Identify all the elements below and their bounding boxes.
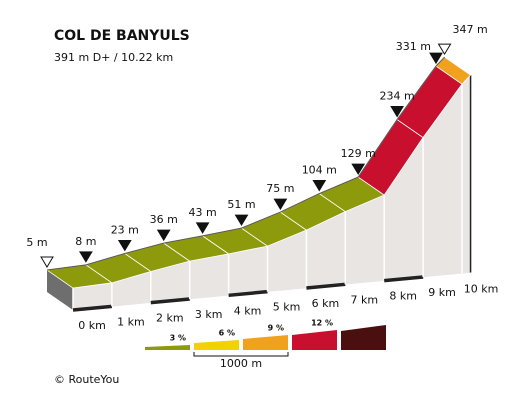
elevation-label: 43 m (188, 206, 216, 219)
scale-label: 1000 m (220, 357, 262, 370)
elevation-marker (234, 214, 249, 227)
elevation-marker (40, 256, 54, 269)
elevation-marker (351, 163, 366, 176)
x-tick-label: 3 km (195, 308, 223, 321)
elevation-label: 347 m (453, 23, 488, 36)
credit: © RouteYou (54, 373, 119, 386)
elevation-label: 23 m (111, 223, 139, 236)
legend-label: 9 % (268, 324, 284, 333)
x-tick-label: 0 km (78, 319, 106, 332)
x-tick-label: 6 km (312, 297, 340, 310)
elevation-marker (79, 251, 93, 263)
legend-swatch (145, 345, 190, 350)
legend-swatch (194, 340, 239, 350)
legend-swatch (292, 330, 337, 350)
chart-title: COL DE BANYULS (54, 28, 190, 44)
x-tick-label: 9 km (428, 286, 456, 299)
end-cap (47, 270, 73, 310)
x-tick-label: 10 km (464, 282, 499, 295)
elevation-label: 129 m (341, 147, 376, 160)
elevation-marker (429, 52, 443, 65)
elevation-marker (156, 229, 171, 242)
legend-label: 3 % (170, 334, 186, 343)
elevation-marker (195, 222, 210, 234)
legend-label: 6 % (219, 329, 235, 338)
elevation-label: 5 m (26, 236, 47, 249)
elevation-marker (312, 180, 327, 192)
elevation-label: 234 m (379, 90, 414, 103)
x-tick-label: 8 km (389, 290, 417, 303)
side-wall (228, 245, 268, 296)
ground-bar (228, 289, 268, 298)
elevation-label: 51 m (227, 198, 255, 211)
ground-bar (384, 275, 424, 283)
side-wall (461, 74, 471, 274)
scale-bracket (193, 352, 289, 357)
elevation-label: 36 m (150, 213, 178, 226)
x-tick-label: 2 km (156, 312, 184, 325)
x-tick-label: 7 km (351, 293, 379, 306)
chart-subtitle: 391 m D+ / 10.22 km (54, 51, 173, 64)
elevation-label: 8 m (75, 235, 96, 248)
x-tick-label: 4 km (234, 304, 262, 317)
elevation-marker (390, 106, 404, 118)
ground-bar (306, 282, 346, 290)
side-wall (189, 253, 229, 300)
elevation-marker (273, 198, 288, 211)
legend-swatch (243, 335, 288, 350)
elevation-label: 75 m (266, 182, 294, 195)
ridge-line (46, 56, 445, 271)
x-tick-label: 1 km (117, 315, 145, 328)
ground-bar (150, 297, 190, 305)
ground-bar (72, 304, 113, 312)
elevation-label: 104 m (302, 164, 337, 177)
legend-label: 12 % (311, 319, 333, 328)
elevation-label: 331 m (396, 40, 431, 53)
elevation-marker (117, 239, 132, 252)
x-tick-label: 5 km (273, 301, 301, 314)
elevation-marker (437, 43, 452, 56)
legend-swatch (341, 325, 386, 350)
